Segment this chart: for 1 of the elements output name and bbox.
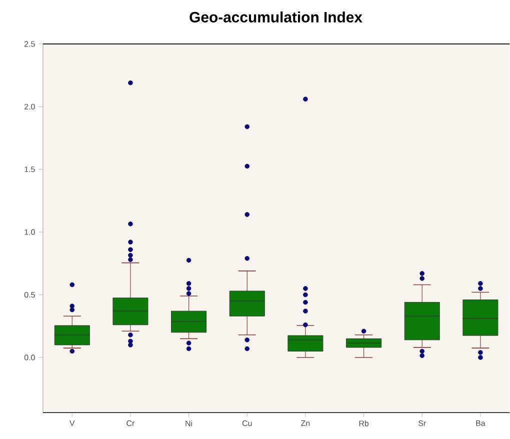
chart-title: Geo-accumulation Index <box>190 12 362 23</box>
